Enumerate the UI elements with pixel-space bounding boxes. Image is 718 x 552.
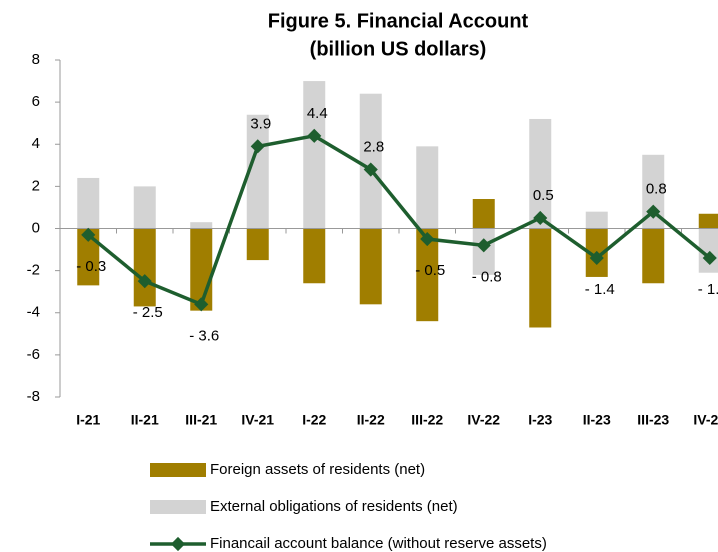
y-tick-label: 4 (32, 135, 40, 152)
data-label: 0.8 (646, 181, 667, 198)
x-tick-label: II-22 (357, 412, 385, 428)
data-label: 0.5 (533, 187, 554, 204)
data-label: - 1.4 (698, 281, 718, 298)
x-tick-label: II-21 (131, 412, 159, 428)
legend-label: Foreign assets of residents (net) (210, 461, 425, 478)
legend-label: Financail account balance (without reser… (210, 535, 547, 552)
y-tick-label: -8 (27, 388, 40, 405)
chart-title: (billion US dollars) (310, 38, 487, 60)
x-tick-label: I-22 (302, 412, 326, 428)
legend-label: External obligations of residents (net) (210, 498, 458, 515)
y-tick-label: 6 (32, 93, 40, 110)
marker (702, 250, 717, 266)
y-tick-label: -2 (27, 262, 40, 279)
bar (698, 228, 718, 273)
x-tick-label: IV-22 (467, 412, 500, 428)
chart-title: Figure 5. Financial Account (268, 10, 529, 32)
bar (359, 93, 382, 229)
bar (359, 228, 382, 305)
data-label: - 0.3 (76, 258, 106, 275)
bar (529, 228, 552, 328)
bar (77, 228, 100, 286)
data-label: - 0.5 (415, 262, 445, 279)
marker (137, 274, 152, 289)
x-tick-label: II-23 (583, 412, 611, 428)
data-label: - 3.6 (189, 327, 219, 344)
data-label: - 0.8 (472, 268, 502, 285)
x-tick-label: IV-21 (241, 412, 274, 428)
x-tick-label: III-23 (637, 412, 669, 428)
bar (472, 199, 495, 229)
data-label: 2.8 (363, 138, 384, 155)
y-tick-label: 2 (32, 177, 40, 194)
bar (77, 177, 100, 229)
marker (589, 250, 604, 266)
bar (303, 228, 326, 284)
bar (642, 228, 665, 284)
x-tick-label: III-22 (411, 412, 443, 428)
data-label: 4.4 (307, 105, 328, 122)
marker (420, 231, 435, 247)
y-tick-label: 0 (32, 219, 40, 236)
marker (250, 139, 265, 154)
marker (533, 210, 548, 226)
marker (476, 238, 491, 253)
bar (416, 228, 439, 322)
y-tick-label: 8 (32, 51, 40, 68)
bar (698, 213, 718, 229)
bar (246, 114, 269, 229)
bar (133, 186, 156, 229)
marker (646, 204, 661, 219)
y-tick-label: -6 (27, 346, 40, 363)
marker (194, 297, 209, 312)
data-label: - 2.5 (133, 304, 163, 321)
bar (529, 118, 552, 229)
bar (133, 228, 156, 307)
bar (246, 228, 269, 261)
x-tick-label: I-23 (528, 412, 552, 428)
legend-swatch (170, 536, 186, 552)
bar (190, 222, 213, 229)
bar (642, 154, 665, 229)
x-tick-label: IV-23 (693, 412, 718, 428)
bar (303, 81, 326, 229)
legend-swatch (150, 500, 206, 514)
data-label: - 1.4 (585, 281, 615, 298)
marker (363, 162, 378, 177)
line (87, 133, 711, 307)
legend-swatch (150, 463, 206, 477)
marker (307, 128, 322, 143)
bar (416, 146, 439, 229)
y-tick-label: -4 (27, 304, 40, 321)
x-tick-label: III-21 (185, 412, 217, 428)
x-tick-label: I-21 (76, 412, 100, 428)
bar (585, 211, 608, 229)
data-label: 3.9 (250, 115, 271, 132)
